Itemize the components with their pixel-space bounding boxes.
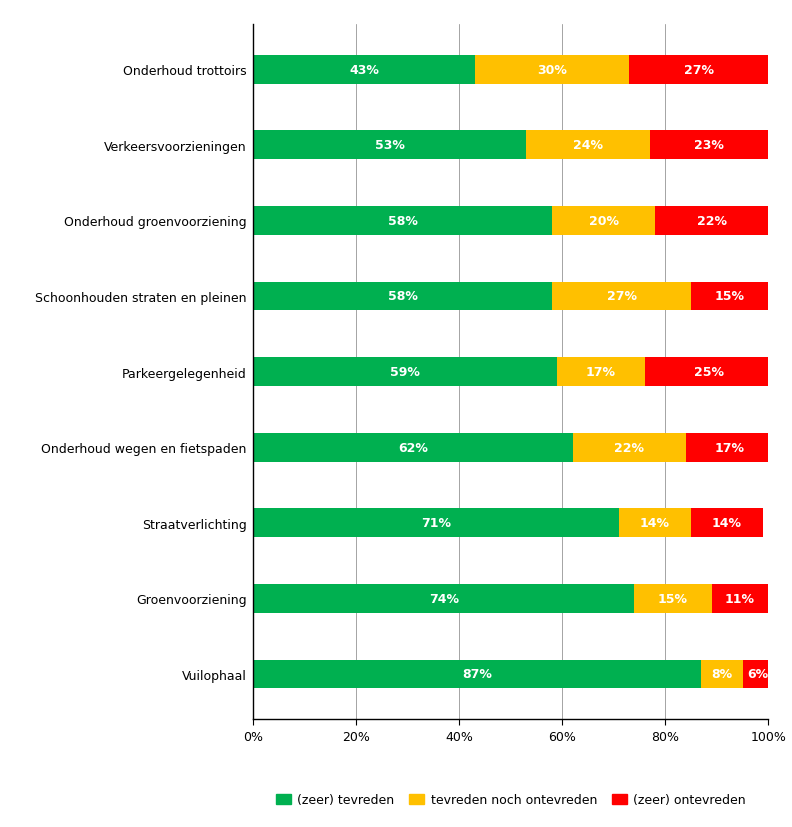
Bar	[558, 358, 645, 386]
Text: 22%: 22%	[697, 215, 726, 227]
Text: 23%: 23%	[694, 139, 724, 152]
Legend: (zeer) tevreden, tevreden noch ontevreden, (zeer) ontevreden: (zeer) tevreden, tevreden noch ontevrede…	[271, 788, 751, 811]
Bar	[475, 55, 629, 84]
Bar	[573, 433, 686, 462]
Bar	[552, 282, 691, 311]
Text: 15%: 15%	[658, 592, 688, 605]
Bar	[712, 585, 768, 613]
Bar	[552, 207, 655, 236]
Bar	[253, 358, 558, 386]
Text: 14%: 14%	[640, 517, 670, 529]
Text: 27%: 27%	[607, 290, 637, 304]
Text: 17%: 17%	[586, 366, 616, 379]
Bar	[253, 660, 702, 689]
Text: 58%: 58%	[388, 290, 417, 304]
Bar	[702, 660, 743, 689]
Text: 71%: 71%	[421, 517, 451, 529]
Bar	[253, 282, 552, 311]
Bar	[691, 282, 768, 311]
Bar	[650, 131, 768, 160]
Text: 17%: 17%	[714, 441, 744, 454]
Text: 58%: 58%	[388, 215, 417, 227]
Bar	[691, 509, 763, 538]
Text: 74%: 74%	[429, 592, 459, 605]
Text: 6%: 6%	[748, 667, 768, 681]
Bar	[686, 433, 773, 462]
Text: 8%: 8%	[711, 667, 733, 681]
Text: 30%: 30%	[537, 64, 567, 77]
Bar	[527, 131, 650, 160]
Text: 25%: 25%	[694, 366, 724, 379]
Bar	[253, 509, 619, 538]
Text: 87%: 87%	[463, 667, 493, 681]
Text: 59%: 59%	[390, 366, 421, 379]
Text: 15%: 15%	[714, 290, 744, 304]
Text: 24%: 24%	[573, 139, 603, 152]
Bar	[629, 55, 768, 84]
Bar	[253, 585, 634, 613]
Text: 14%: 14%	[712, 517, 742, 529]
Text: 62%: 62%	[398, 441, 428, 454]
Bar	[253, 207, 552, 236]
Bar	[634, 585, 712, 613]
Text: 53%: 53%	[375, 139, 405, 152]
Text: 11%: 11%	[725, 592, 755, 605]
Bar	[645, 358, 773, 386]
Bar	[253, 131, 527, 160]
Text: 27%: 27%	[683, 64, 714, 77]
Bar	[253, 55, 475, 84]
Bar	[655, 207, 768, 236]
Text: 20%: 20%	[588, 215, 619, 227]
Bar	[619, 509, 691, 538]
Text: 22%: 22%	[615, 441, 644, 454]
Text: 43%: 43%	[349, 64, 379, 77]
Bar	[253, 433, 573, 462]
Bar	[743, 660, 774, 689]
